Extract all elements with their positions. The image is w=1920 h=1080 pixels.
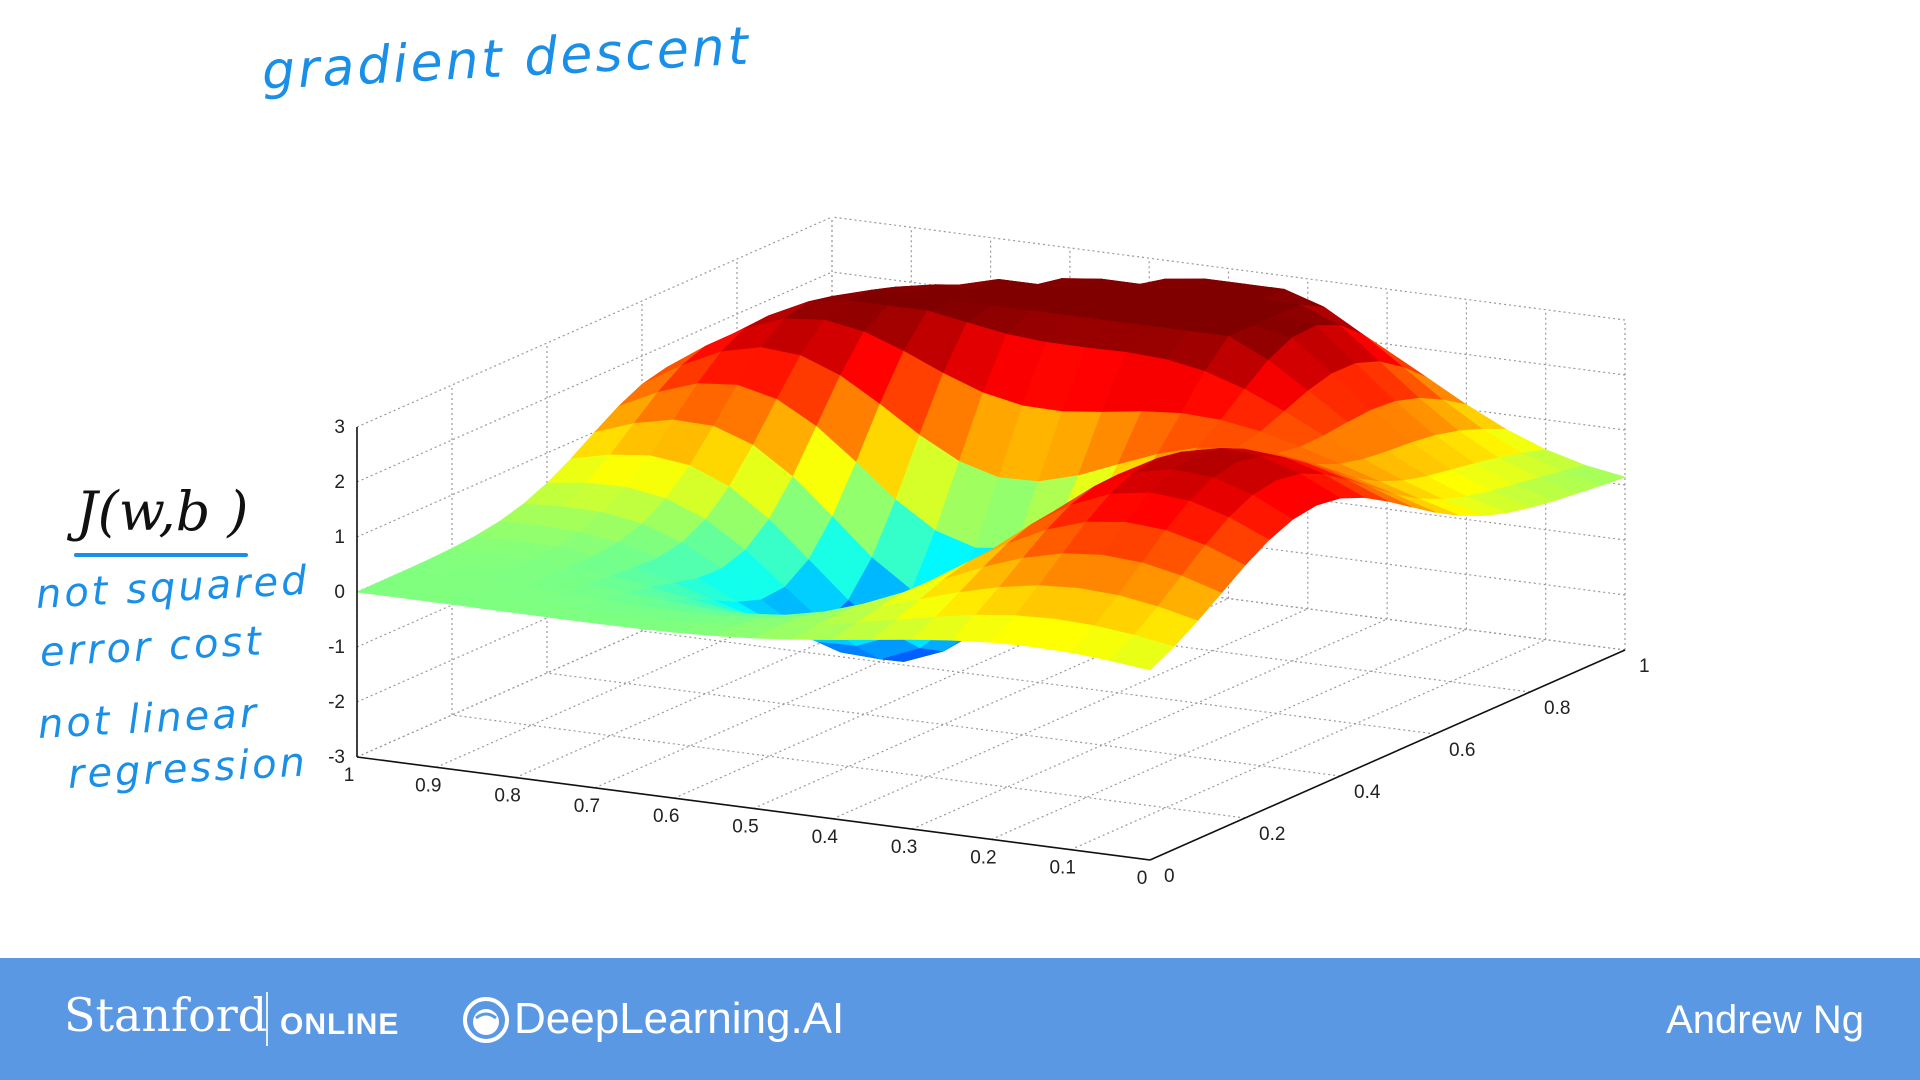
x-tick-label: 0.2 — [970, 847, 996, 868]
grid-line — [356, 216, 833, 428]
footer-bar: Stanford ONLINE DeepLearning.AI Andrew N… — [0, 958, 1920, 1080]
grid-line — [594, 577, 1071, 789]
y-tick-label: 0.8 — [1544, 698, 1570, 719]
cost-function-label: J(w,b ) — [76, 480, 249, 543]
x-tick-label: 0.6 — [653, 806, 679, 827]
x-tick-label: 0.3 — [891, 837, 917, 858]
z-tick-label: -2 — [328, 692, 345, 713]
grid-line — [673, 587, 1150, 799]
grid-line — [641, 630, 1436, 735]
cost-surface — [355, 278, 1627, 671]
grid-line — [831, 216, 1626, 321]
y-tick-label: 0 — [1164, 866, 1175, 887]
y-axis-line — [1149, 649, 1626, 861]
grid-line — [515, 567, 991, 779]
online-label: ONLINE — [280, 1008, 400, 1041]
z-tick-label: 1 — [334, 527, 345, 548]
x-tick-label: 0 — [1137, 868, 1148, 889]
grid-line — [753, 597, 1229, 810]
grid-line — [436, 556, 912, 768]
x-tick-label: 1 — [344, 765, 355, 786]
y-tick-label: 0.4 — [1354, 782, 1381, 803]
grid-line — [356, 491, 833, 703]
grid-line — [991, 628, 1467, 840]
x-tick-label: 0.1 — [1049, 858, 1075, 879]
grid-line — [356, 326, 833, 538]
lecture-slide: 0 0.1 0.2 0.3 0.4 0.5 0.6 0.7 0.8 0.9 1 0 0.2 0.4 0.6 0… — [34, 16, 1650, 889]
stanford-logo: Stanford — [64, 988, 268, 1042]
grid-line — [546, 672, 1341, 777]
surface-patch — [1109, 634, 1175, 671]
cost-label-underline — [74, 553, 248, 557]
grid-line — [356, 271, 833, 483]
z-tick-label: -1 — [328, 637, 345, 658]
z-tick-label: -3 — [328, 747, 345, 768]
grid-line — [832, 608, 1309, 820]
grid-line — [451, 714, 1246, 819]
author-name: Andrew Ng — [1666, 998, 1864, 1042]
deeplearning-label: DeepLearning.AI — [514, 994, 845, 1043]
deeplearning-logo-icon — [463, 997, 509, 1043]
axis-ticks: 0 0.1 0.2 0.3 0.4 0.5 0.6 0.7 0.8 0.9 1 0 0.2 0.4 0.6 0… — [328, 417, 1649, 889]
y-tick-label: 1 — [1639, 656, 1650, 677]
grid-line — [356, 546, 833, 758]
axes-lines — [356, 427, 1626, 861]
x-tick-label: 0.5 — [732, 817, 758, 838]
x-tick-label: 0.9 — [415, 775, 441, 796]
x-axis-line — [356, 756, 1151, 861]
surface-plot: 0 0.1 0.2 0.3 0.4 0.5 0.6 0.7 0.8 0.9 1 0 0.2 0.4 0.6 0… — [328, 216, 1650, 889]
x-tick-label: 0.8 — [494, 786, 520, 807]
y-tick-label: 0.6 — [1449, 740, 1475, 761]
grid-line — [1070, 639, 1546, 851]
grid-line — [911, 618, 1388, 830]
x-tick-label: 0.7 — [574, 796, 600, 817]
z-tick-label: 2 — [334, 472, 345, 493]
logo-separator — [266, 992, 268, 1046]
grid-line — [356, 436, 833, 648]
x-tick-label: 0.4 — [812, 827, 839, 848]
z-tick-label: 0 — [334, 582, 345, 603]
z-tick-label: 3 — [334, 417, 345, 438]
y-tick-label: 0.2 — [1259, 824, 1285, 845]
